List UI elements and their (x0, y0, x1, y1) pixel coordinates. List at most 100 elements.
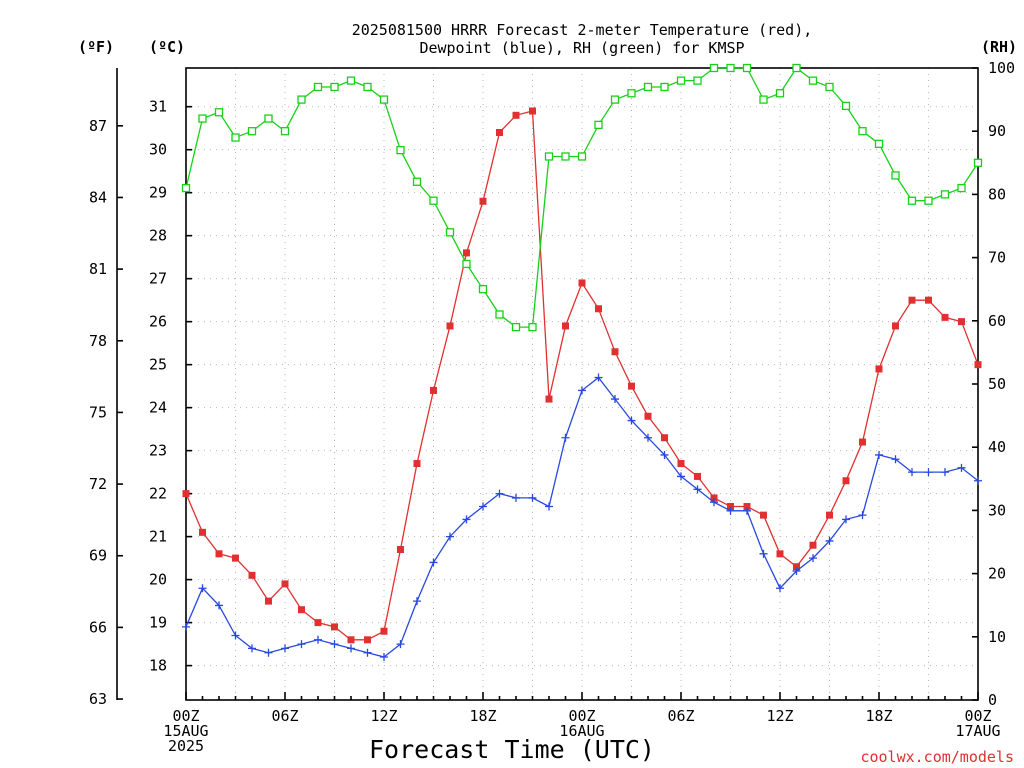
temperature-point (628, 382, 635, 390)
rh-point (495, 310, 504, 319)
temperature-point (661, 434, 668, 442)
axes (116, 67, 979, 701)
dewpoint-point (182, 622, 190, 631)
rh-tick-label: 0 (988, 691, 997, 709)
celsius-tick-label: 26 (149, 313, 167, 331)
temperature-point (397, 546, 404, 554)
x-tick-label: 06Z (271, 707, 298, 725)
rh-point (594, 120, 603, 130)
rh-unit-label: (RH) (981, 38, 1017, 56)
dewpoint-point (462, 515, 471, 524)
rh-point (297, 95, 306, 104)
rh-point (874, 139, 884, 148)
rh-point (429, 196, 438, 205)
celsius-tick-label: 24 (149, 399, 167, 417)
fahrenheit-tick-label: 84 (89, 188, 107, 206)
rh-point (181, 183, 191, 193)
rh-point (247, 127, 257, 136)
dewpoint-point (512, 493, 520, 502)
x-tick-label: 15AUG (163, 722, 208, 740)
rh-point (313, 82, 323, 92)
dewpoint-point (941, 468, 949, 477)
temperature-point (710, 494, 718, 502)
dewpoint-point (347, 644, 355, 653)
temperature-point (347, 636, 355, 644)
dewpoint-point (396, 640, 405, 649)
dewpoint-point (644, 433, 652, 442)
temperature-point (182, 490, 190, 498)
dewpoint-point (446, 532, 454, 541)
celsius-tick-label: 21 (149, 528, 167, 546)
rh-point (973, 158, 983, 167)
x-tick-label: 16AUG (559, 722, 604, 740)
rh-tick-label: 90 (988, 122, 1006, 140)
temperature-point (298, 606, 305, 614)
rh-point (825, 82, 834, 92)
celsius-tick-label: 19 (149, 614, 167, 632)
temperature-point (644, 412, 652, 420)
celsius-tick-label: 30 (149, 141, 167, 159)
celsius-tick-label: 29 (149, 184, 167, 202)
dewpoint-line (185, 376, 979, 658)
rh-point (379, 95, 389, 104)
temperature-point (413, 460, 421, 468)
rh-tick-label: 40 (988, 438, 1006, 456)
x-tick-label: 06Z (667, 707, 694, 725)
rh-point (792, 63, 801, 73)
temperature-point (892, 322, 899, 330)
rh-tick-label: 100 (988, 59, 1015, 77)
rh-tick-label: 30 (988, 501, 1006, 519)
rh-point (264, 114, 273, 123)
rh-point (396, 146, 405, 155)
rh-point (198, 114, 207, 123)
temperature-point (958, 318, 965, 326)
temperature-point (826, 511, 833, 519)
temperature-point (842, 477, 850, 485)
temperature-point (727, 503, 734, 511)
rh-point (346, 76, 356, 85)
plot-frame (185, 67, 979, 701)
dewpoint-point (726, 506, 735, 515)
temperature-point (974, 361, 982, 369)
dewpoint-point (660, 450, 669, 459)
x-tick-label: 00Z (964, 707, 991, 725)
dewpoint-point (743, 506, 751, 515)
dewpoint-point (776, 584, 784, 593)
temperature-point (446, 322, 454, 330)
dewpoint-point (578, 386, 586, 395)
celsius-tick-label: 27 (149, 270, 167, 288)
temperature-point (463, 249, 470, 257)
rh-point (544, 152, 554, 161)
x-tick-label: 17AUG (955, 722, 1000, 740)
temperature-point (677, 460, 685, 468)
dewpoint-point (611, 395, 619, 404)
rh-tick-label: 60 (988, 312, 1006, 330)
celsius-tick-label: 20 (149, 571, 167, 589)
dewpoint-point (363, 648, 372, 657)
rh-point (660, 82, 669, 92)
rh-point (231, 133, 240, 142)
rh-point (478, 285, 488, 294)
data-series (181, 63, 983, 662)
x-tick-label: 12Z (370, 707, 397, 725)
x-axis-label: Forecast Time (UTC) (369, 735, 655, 764)
rh-point (775, 89, 785, 98)
dewpoint-point (281, 644, 289, 653)
x-tick-label: 18Z (469, 707, 496, 725)
dewpoint-point (380, 653, 388, 662)
temperature-point (364, 636, 371, 644)
dewpoint-point (479, 502, 487, 511)
fahrenheit-tick-label: 66 (89, 618, 107, 636)
rh-tick-label: 70 (988, 249, 1006, 267)
temperature-point (199, 528, 206, 536)
temperature-point (743, 503, 751, 511)
chart-title-line-1: 2025081500 HRRR Forecast 2-meter Tempera… (352, 21, 813, 39)
temperature-point (578, 279, 586, 287)
dewpoint-point (248, 644, 256, 653)
temperature-point (314, 619, 322, 627)
dewpoint-point (627, 416, 636, 425)
dewpoint-point (264, 648, 273, 657)
rh-tick-label: 20 (988, 565, 1006, 583)
dewpoint-point (891, 455, 900, 464)
